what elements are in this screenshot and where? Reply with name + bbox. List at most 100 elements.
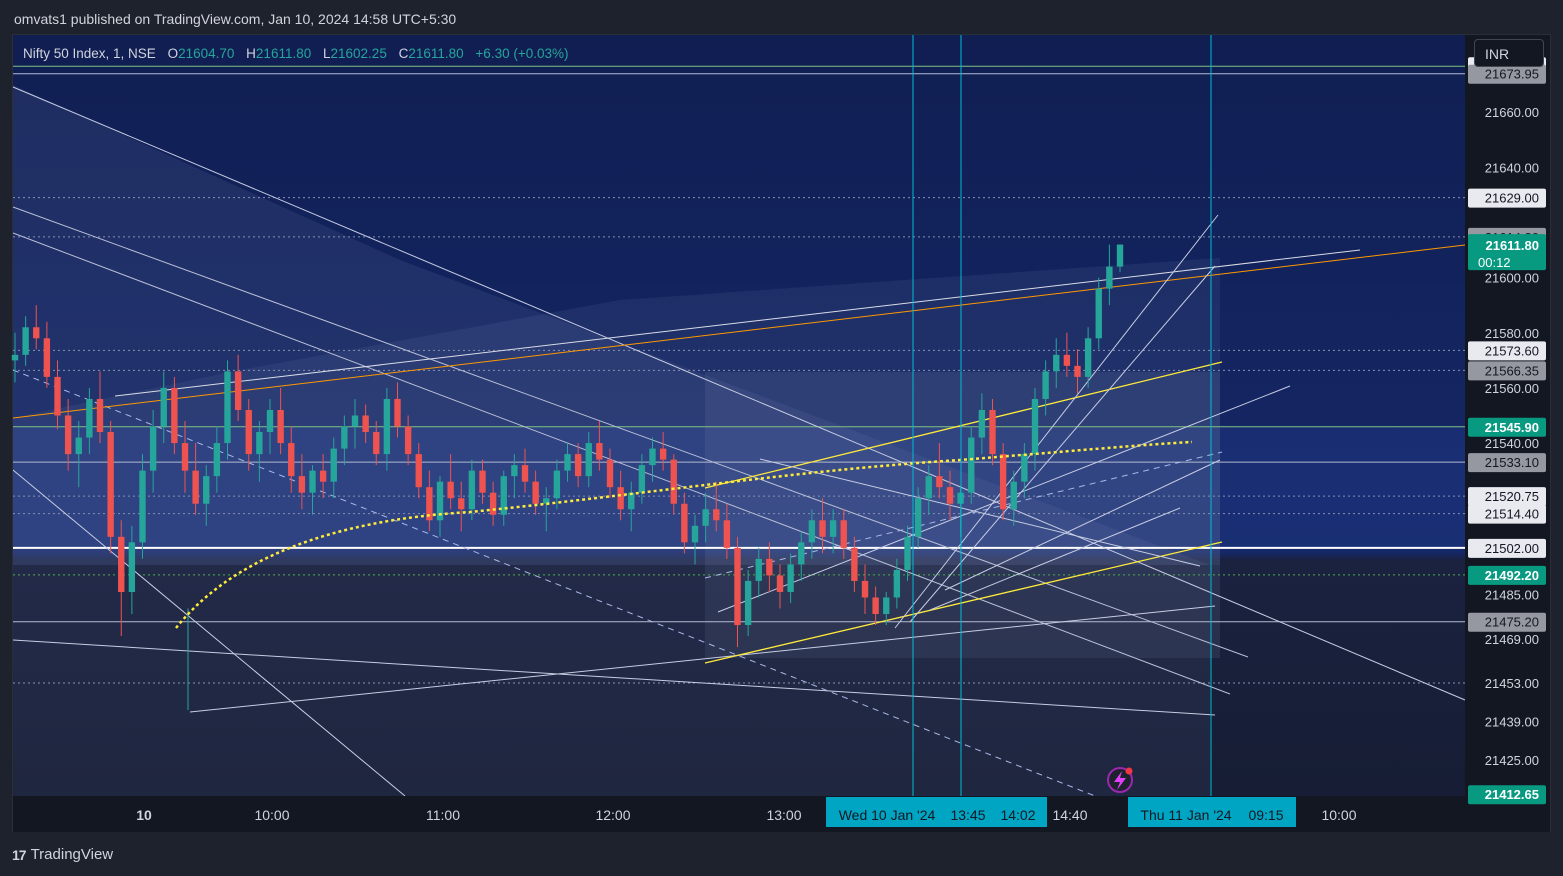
candle-body — [256, 432, 263, 455]
vwap-curve — [175, 440, 1193, 629]
candle-body — [1106, 266, 1113, 289]
candle-body — [787, 564, 794, 592]
symbol-title[interactable]: Nifty 50 Index, 1, NSE — [23, 46, 156, 61]
time-highlight-label: 14:02 — [1000, 807, 1035, 823]
candle-body — [702, 509, 709, 526]
candle-body — [659, 448, 667, 460]
candle-body — [266, 409, 274, 433]
price-tag — [1468, 504, 1546, 524]
trend-line — [759, 458, 1201, 567]
candle-body — [1010, 481, 1017, 510]
candle-body — [394, 398, 401, 427]
price-tag — [1468, 487, 1546, 507]
candle-body — [245, 409, 252, 455]
trend-line — [12, 206, 1249, 658]
price-tick-label: 21485.00 — [1485, 588, 1539, 603]
time-tick-label: 12:00 — [595, 807, 630, 823]
price-axis-background — [1465, 35, 1549, 796]
candle-body — [851, 547, 858, 581]
time-tick-label: 10:00 — [1321, 807, 1356, 823]
candle-body — [489, 492, 497, 515]
price-tick-label: 21469.00 — [1485, 632, 1539, 647]
price-tag-label: 21673.95 — [1485, 67, 1539, 82]
time-highlight — [1128, 797, 1296, 827]
candle-body — [893, 569, 901, 598]
candle-body — [776, 575, 784, 592]
time-highlight-label: Thu 11 Jan '24 — [1140, 807, 1231, 823]
candle-body — [118, 536, 125, 592]
price-tag-label: 21545.90 — [1485, 420, 1539, 435]
price-tick-label: 21425.00 — [1485, 753, 1539, 768]
close-label: C — [398, 46, 409, 61]
publish-caption: omvats1 published on TradingView.com, Ja… — [14, 11, 457, 27]
candle-body — [1074, 365, 1081, 377]
candle-body — [553, 470, 561, 499]
price-tag-label: 21412.65 — [1485, 787, 1539, 802]
candle-body — [989, 409, 996, 455]
candle-body — [734, 547, 741, 626]
time-tick-label: 13:00 — [766, 807, 801, 823]
price-tag-label: 21629.00 — [1485, 191, 1539, 206]
candle-body — [351, 415, 359, 427]
candle-body — [64, 415, 72, 455]
candle-body — [914, 498, 922, 537]
time-highlight-label: 09:15 — [1248, 807, 1283, 823]
price-tag — [1468, 612, 1546, 632]
candle-body — [628, 492, 635, 510]
candle-body — [107, 432, 114, 537]
bottom-bar — [0, 832, 1563, 876]
candle-body — [341, 426, 348, 449]
candle-body — [181, 443, 189, 471]
candle-body — [840, 520, 847, 548]
channel-fill — [13, 85, 1210, 565]
price-tick-label: 21439.00 — [1485, 715, 1539, 730]
candle-body — [1063, 354, 1071, 366]
candles — [11, 244, 1124, 710]
candle-body — [649, 448, 656, 466]
bar-countdown: 00:12 — [1478, 255, 1511, 270]
currency-selector[interactable]: INR — [1474, 39, 1544, 67]
candle-body — [861, 580, 869, 598]
chart-background — [13, 35, 1465, 796]
brand-name: TradingView — [30, 846, 114, 863]
vwap-line — [175, 440, 1193, 629]
candle-body — [755, 558, 762, 581]
vertical-markers — [912, 35, 1212, 796]
time-tick-label: 11:00 — [426, 807, 460, 823]
candle-body — [999, 454, 1007, 510]
candle-body — [86, 398, 93, 438]
trend-lines — [12, 86, 1466, 797]
candle-body — [596, 443, 603, 460]
candle-body — [532, 481, 539, 504]
trend-line — [12, 639, 1216, 716]
low-label: L — [323, 46, 331, 61]
candle-body — [128, 542, 136, 592]
candle-body — [149, 426, 157, 471]
tradingview-brand[interactable]: 17 TradingView — [12, 846, 113, 863]
candle-body — [309, 470, 316, 493]
trend-line — [704, 451, 1223, 579]
candle-body — [585, 443, 592, 477]
time-tick-label: 10:00 — [254, 807, 289, 823]
candle-body — [383, 398, 391, 455]
trend-line — [12, 86, 1466, 701]
time-axis: 10 10:00 11:00 12:00 13:00 14:40 10:00 Wed 10 J… — [13, 796, 1465, 830]
price-tag — [1468, 341, 1546, 361]
last-price-label: 21611.80 — [1485, 238, 1539, 253]
candle-body — [160, 387, 167, 427]
open-value: 21604.70 — [178, 46, 235, 61]
candle-body — [744, 580, 752, 626]
price-tag — [1468, 453, 1546, 473]
candle-body — [288, 443, 295, 477]
price-tag — [1468, 785, 1546, 805]
horizontal-levels — [13, 65, 1465, 684]
candle-body — [298, 476, 306, 493]
candle-body — [564, 454, 571, 471]
high-label: H — [246, 46, 256, 61]
candle-body — [723, 520, 731, 548]
candle-body — [1116, 244, 1124, 267]
candle-body — [139, 470, 146, 543]
time-highlight-label: 13:45 — [950, 807, 985, 823]
candle-body — [691, 525, 699, 543]
